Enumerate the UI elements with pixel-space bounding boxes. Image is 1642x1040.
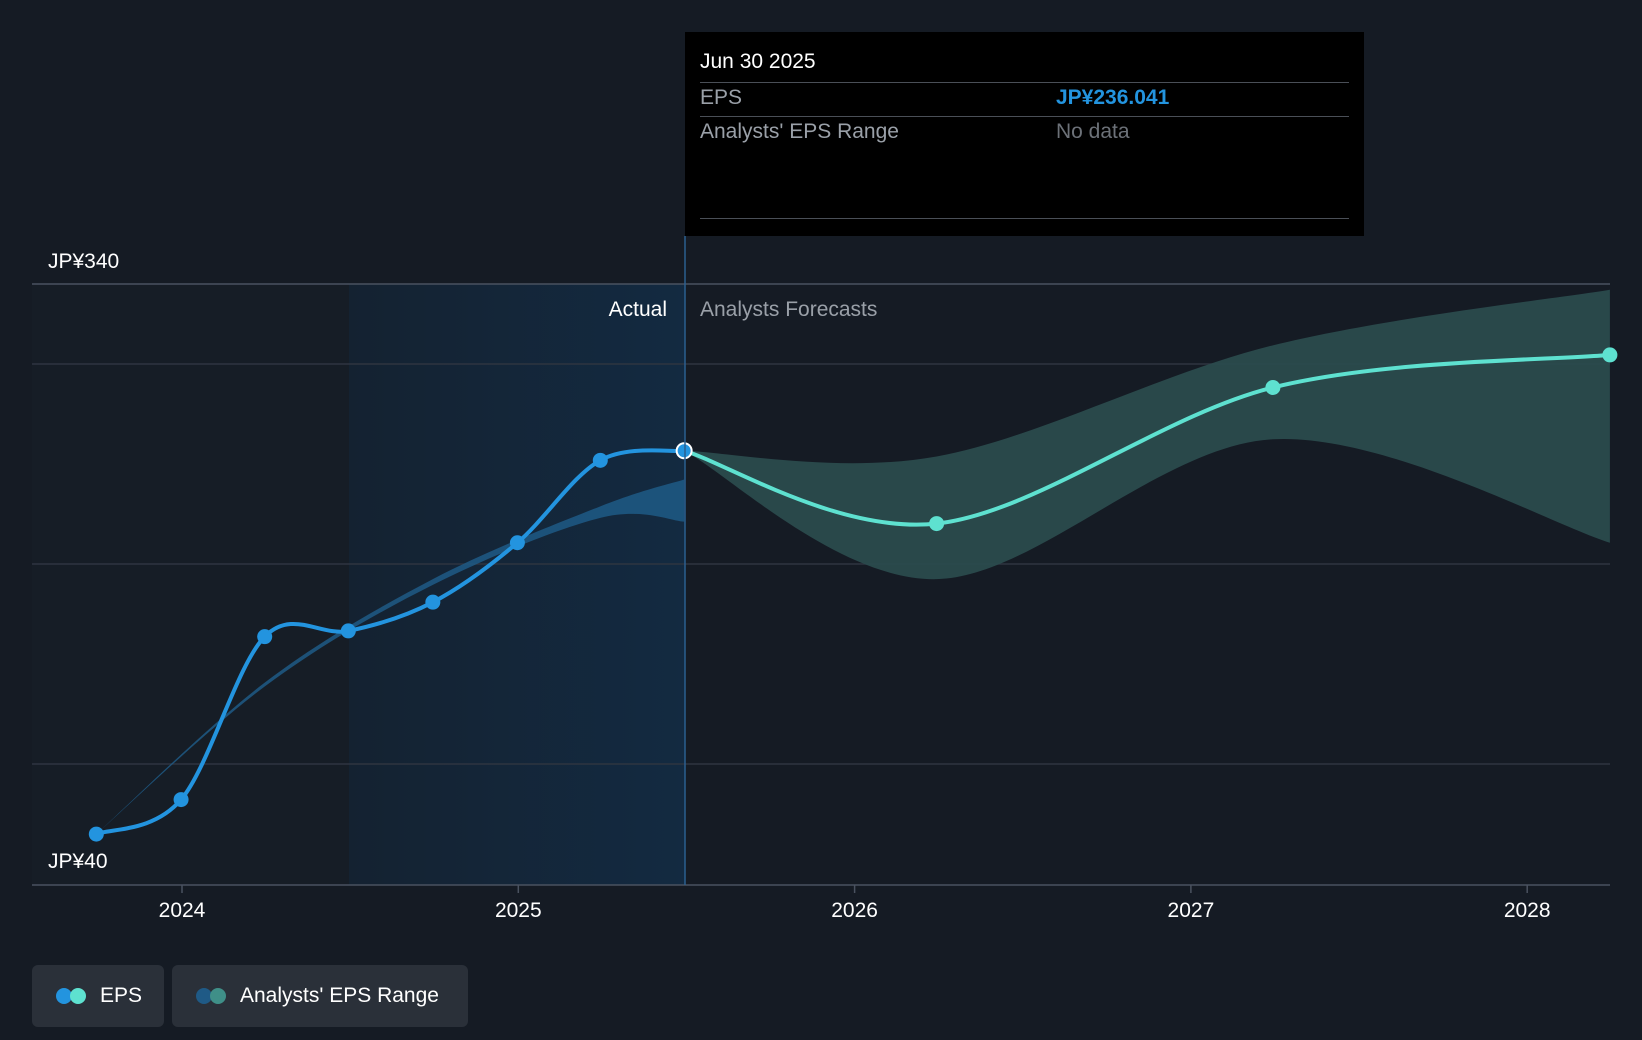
tooltip: Jun 30 2025 EPS JP¥236.041 Analysts' EPS… (685, 32, 1364, 236)
tooltip-divider (700, 116, 1349, 117)
tooltip-eps-value: JP¥236.041 (1056, 86, 1170, 109)
eps-point-actual[interactable] (88, 826, 104, 842)
legend-dot-forecast (70, 988, 86, 1004)
eps-point-forecast[interactable] (929, 516, 945, 532)
actual-region (349, 284, 685, 885)
legend-label-range: Analysts' EPS Range (240, 984, 439, 1007)
eps-line-actual (94, 448, 687, 837)
eps-point-actual[interactable] (592, 452, 608, 468)
eps-point-forecast[interactable] (1265, 380, 1281, 395)
legend-dot-forecast-range (210, 988, 226, 1004)
eps-point-actual[interactable] (340, 623, 356, 639)
eps-point-actual[interactable] (509, 535, 525, 551)
legend-item-range[interactable]: Analysts' EPS Range (172, 965, 468, 1027)
tooltip-divider (700, 218, 1349, 219)
tooltip-divider (700, 82, 1349, 83)
actual-section-label: Actual (609, 298, 667, 321)
tooltip-range-label: Analysts' EPS Range (700, 120, 899, 143)
legend-label-eps: EPS (100, 984, 143, 1007)
forecast-section-label: Analysts Forecasts (700, 298, 877, 321)
pre-actual-region (32, 284, 349, 885)
x-axis-tick-label: 2025 (495, 899, 542, 922)
range-legend-icon (196, 988, 226, 1004)
eps-point-actual[interactable] (257, 629, 273, 645)
tooltip-eps-label: EPS (700, 86, 743, 109)
eps-point-actual[interactable] (173, 792, 189, 808)
eps-point-actual[interactable] (425, 594, 441, 610)
analysts-eps-range-band (684, 289, 1610, 580)
eps-point-forecast[interactable] (1602, 347, 1618, 363)
tooltip-date: Jun 30 2025 (700, 50, 816, 73)
x-axis-tick-label: 2024 (159, 899, 206, 922)
eps-point-highlight[interactable] (675, 442, 693, 460)
x-axis-tick-label: 2028 (1504, 899, 1551, 922)
legend-item-eps[interactable]: EPS (32, 965, 164, 1027)
x-axis-tick-label: 2026 (831, 899, 878, 922)
x-axis-tick-label: 2027 (1168, 899, 1215, 922)
y-axis-top-label: JP¥340 (48, 250, 119, 273)
y-axis-bottom-label: JP¥40 (48, 850, 108, 873)
eps-line-forecast (682, 352, 1612, 527)
eps-legend-icon (56, 988, 86, 1004)
legend-dot-actual (56, 988, 72, 1004)
tooltip-range-value: No data (1056, 120, 1130, 143)
legend-dot-past-range (196, 988, 212, 1004)
